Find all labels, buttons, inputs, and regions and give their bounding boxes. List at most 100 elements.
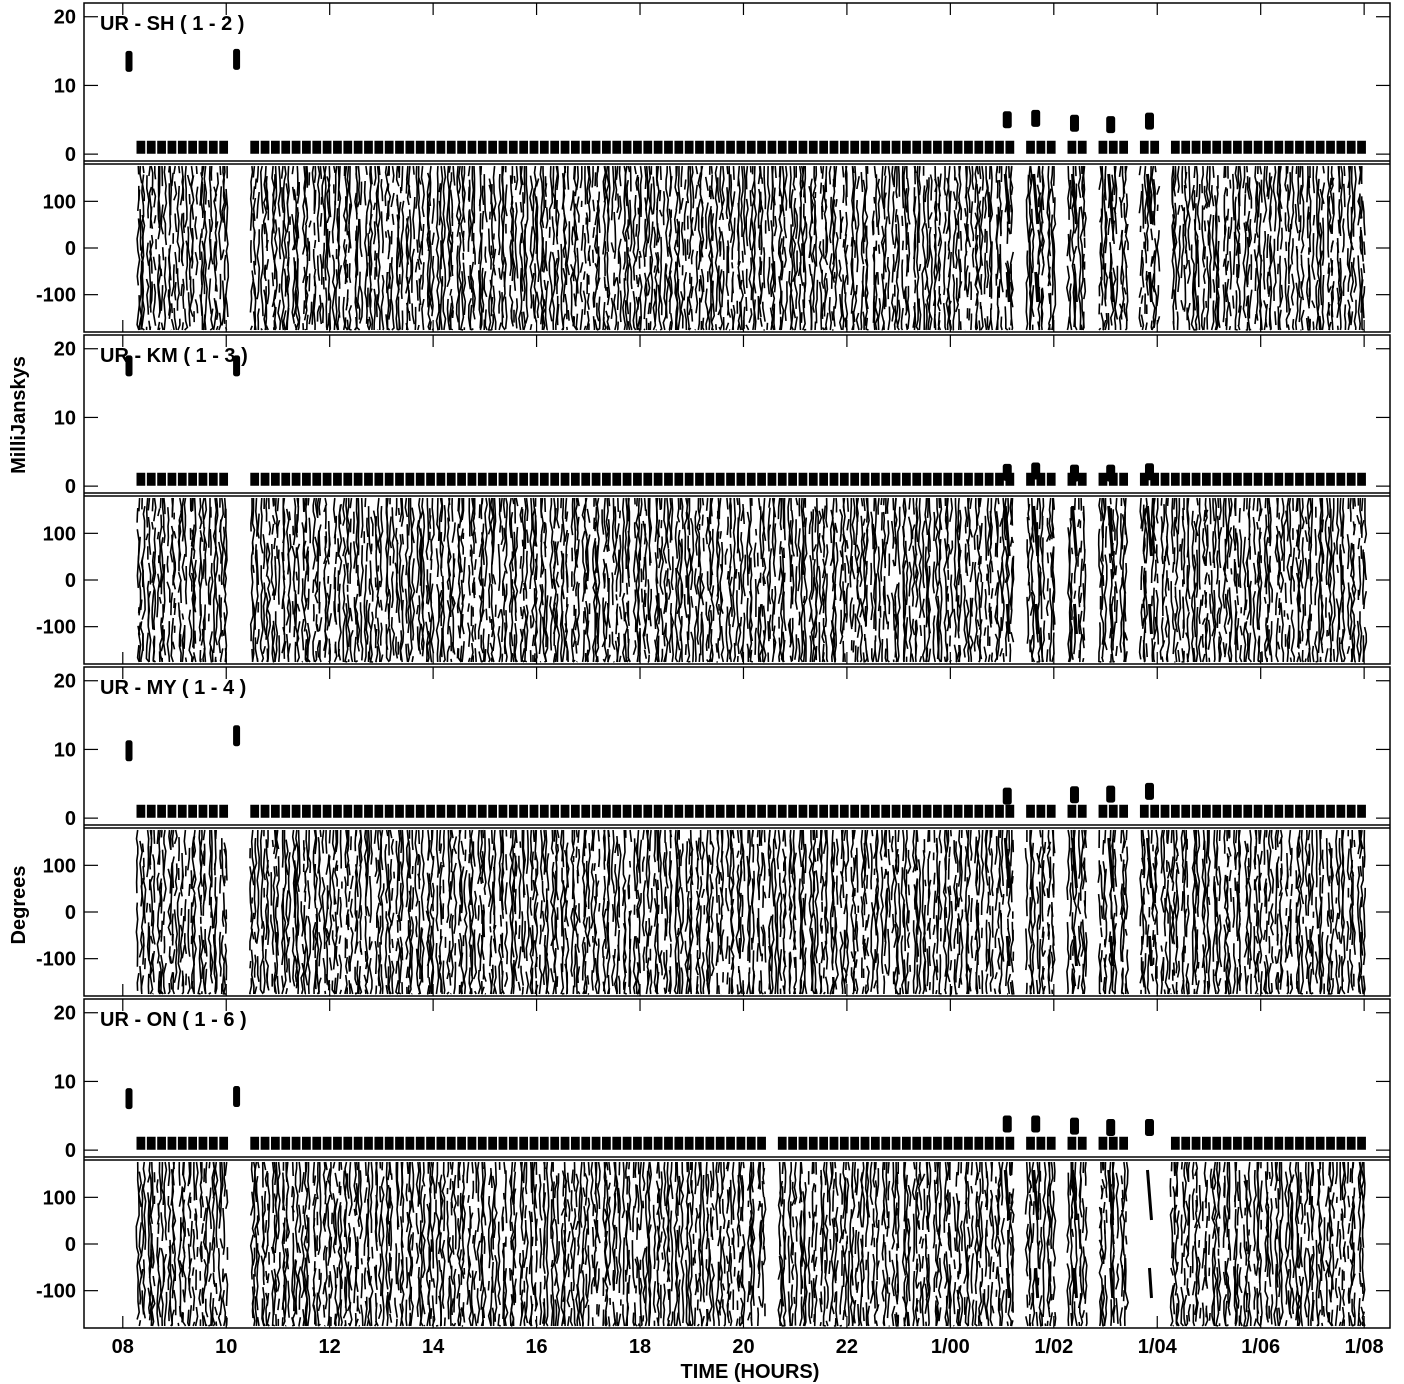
scan-amplitude: [1150, 140, 1160, 154]
scan-phase: [1097, 497, 1103, 663]
scan-phase: [188, 497, 193, 663]
scan-phase: [435, 829, 440, 995]
phase-tick-label: 100: [43, 523, 76, 545]
scan-amplitude: [1150, 804, 1160, 818]
scan-phase: [854, 1162, 857, 1326]
scan-phase: [605, 497, 610, 663]
scan-amplitude: [953, 472, 963, 486]
scan-amplitude: [1212, 804, 1222, 818]
scan-phase: [152, 497, 157, 663]
scan-amplitude: [767, 472, 777, 486]
scan-phase: [721, 1161, 727, 1327]
scan-phase: [1213, 1161, 1218, 1327]
scan-amplitude: [622, 472, 632, 486]
strong-scan-phase: [1070, 837, 1078, 967]
scan-amplitude: [498, 1136, 508, 1150]
scan-phase: [861, 497, 866, 663]
scan-phase: [545, 1161, 550, 1327]
scan-amplitude: [891, 140, 901, 154]
baseline-label: UR - ON ( 1 - 6 ): [100, 1009, 247, 1031]
scan-phase: [969, 497, 974, 663]
scan-amplitude: [167, 140, 177, 154]
scan-phase: [875, 1168, 880, 1327]
scan-amplitude: [602, 804, 611, 818]
scan-phase: [576, 1186, 582, 1327]
scan-phase: [342, 165, 347, 331]
scan-phase: [664, 497, 670, 663]
scan-amplitude: [953, 1136, 963, 1150]
scan-amplitude: [1222, 804, 1232, 818]
scan-phase: [1151, 497, 1157, 663]
scan-phase: [441, 1161, 446, 1327]
scan-amplitude: [1243, 472, 1253, 486]
phase-tick-label: -100: [36, 617, 76, 639]
amp-tick-label: 10: [54, 75, 76, 97]
scan-phase: [637, 497, 642, 663]
scan-amplitude: [291, 140, 301, 154]
scan-phase: [570, 829, 575, 995]
scan-phase: [647, 497, 653, 662]
scan-phase: [1290, 165, 1295, 331]
scan-phase: [183, 497, 188, 663]
scan-phase: [817, 510, 823, 663]
scan-amplitude: [250, 140, 260, 154]
scan-amplitude: [270, 472, 280, 486]
scan-amplitude: [995, 1136, 1004, 1150]
scan-phase: [697, 172, 702, 331]
scan-phase: [1342, 1161, 1347, 1327]
scan-phase: [1195, 829, 1201, 995]
scan-phase: [349, 836, 354, 995]
scan-phase: [428, 515, 434, 663]
scan-phase: [560, 1170, 566, 1327]
scan-phase: [1051, 165, 1057, 331]
scan-phase: [575, 1173, 580, 1327]
scan-phase: [470, 165, 475, 331]
scan-phase: [525, 1162, 528, 1326]
strong-scan-point: [1069, 464, 1079, 482]
scan-phase: [1160, 829, 1165, 994]
scan-phase: [251, 498, 256, 663]
scan-amplitude: [798, 1136, 808, 1150]
scan-phase: [975, 840, 980, 995]
calibrator-point: [125, 1088, 133, 1110]
strong-scan-phase: [1145, 505, 1153, 635]
scan-phase: [704, 176, 709, 331]
scan-phase: [1153, 829, 1159, 995]
scan-phase: [1215, 497, 1221, 663]
scan-phase: [843, 165, 848, 331]
scan-amplitude: [912, 1136, 922, 1150]
scan-amplitude: [1067, 1136, 1077, 1150]
scan-amplitude: [1077, 472, 1087, 486]
scan-phase: [145, 497, 150, 663]
scan-phase: [989, 165, 994, 331]
scan-amplitude: [829, 472, 839, 486]
scan-phase: [1149, 165, 1154, 331]
scan-phase: [492, 165, 497, 331]
scan-amplitude: [250, 1136, 260, 1150]
scan-phase: [463, 829, 468, 995]
x-tick-label: 12: [319, 1336, 341, 1358]
scan-phase: [520, 829, 525, 995]
scan-phase: [1010, 1161, 1015, 1327]
scan-phase: [668, 829, 673, 995]
scan-phase: [374, 511, 377, 662]
scan-phase: [915, 1173, 921, 1327]
scan-phase: [979, 165, 985, 331]
scan-phase: [1185, 838, 1190, 995]
scan-amplitude: [467, 1136, 477, 1150]
scan-amplitude: [881, 140, 891, 154]
scan-phase: [138, 165, 143, 331]
scan-phase: [638, 1161, 643, 1327]
scan-phase: [1184, 166, 1186, 330]
scan-phase: [782, 829, 787, 995]
scan-amplitude: [539, 472, 549, 486]
scan-amplitude: [322, 140, 332, 154]
scan-phase: [1068, 179, 1073, 331]
scan-phase: [731, 497, 737, 663]
scan-phase: [606, 497, 611, 663]
scan-phase: [654, 165, 659, 331]
scan-phase: [1359, 165, 1364, 331]
scan-phase: [217, 1161, 223, 1327]
scan-amplitude: [333, 472, 342, 486]
scan-phase: [883, 829, 888, 995]
